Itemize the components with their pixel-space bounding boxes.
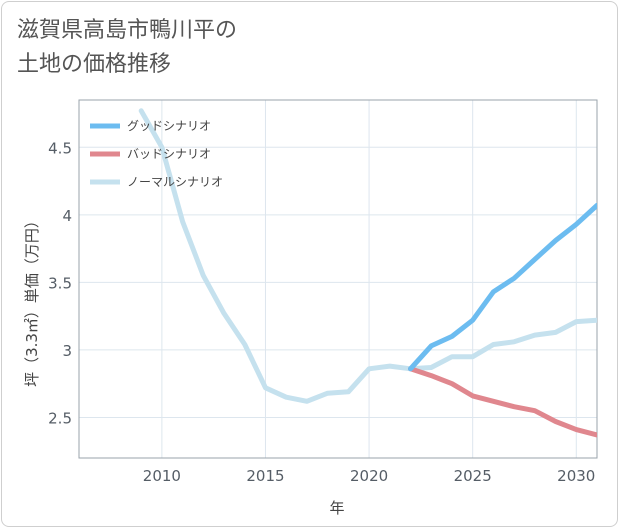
x-tick-label: 2025 — [454, 467, 492, 485]
legend-label: バッドシナリオ — [127, 147, 211, 161]
title-line-2: 土地の価格推移 — [17, 52, 172, 77]
y-tick-label: 3.5 — [48, 274, 72, 292]
y-axis-ticks: 2.5 3 3.5 4 4.5 — [48, 139, 72, 427]
series-line — [138, 108, 597, 404]
legend-label: グッドシナリオ — [127, 119, 211, 133]
series-line — [408, 366, 597, 438]
legend-label: ノーマルシナリオ — [127, 175, 223, 189]
title-line-1: 滋賀県高島市鴨川平の — [17, 18, 238, 43]
plot-area — [78, 99, 598, 459]
y-tick-label: 3 — [62, 342, 72, 360]
page-title: 滋賀県高島市鴨川平の 土地の価格推移 — [17, 14, 237, 82]
x-tick-label: 2020 — [350, 467, 388, 485]
x-axis-title: 年 — [329, 499, 344, 517]
y-tick-label: 2.5 — [48, 409, 72, 427]
series-layer — [138, 108, 597, 438]
x-axis-ticks: 2010 2015 2020 2025 2030 — [143, 467, 596, 485]
x-tick-label: 2010 — [143, 467, 181, 485]
x-tick-label: 2030 — [557, 467, 595, 485]
y-tick-label: 4.5 — [48, 139, 72, 157]
y-axis-title: 坪（3.3㎡）単価（万円） — [23, 213, 41, 387]
y-tick-label: 4 — [62, 207, 72, 225]
x-tick-label: 2015 — [246, 467, 284, 485]
series-line — [408, 202, 597, 372]
